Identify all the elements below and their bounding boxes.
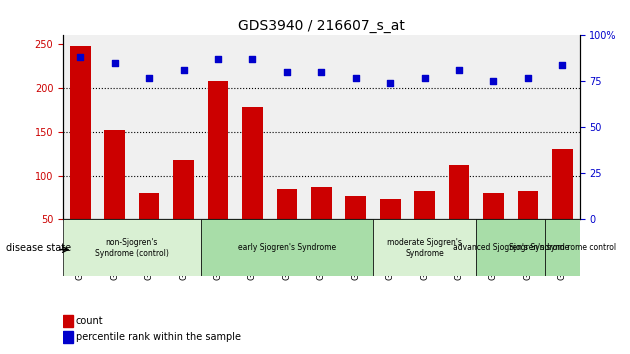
Text: percentile rank within the sample: percentile rank within the sample [76, 332, 241, 342]
Bar [105, 130, 125, 263]
Point [454, 68, 464, 73]
Point [351, 75, 361, 81]
Text: count: count [76, 316, 103, 326]
FancyBboxPatch shape [201, 219, 373, 276]
Bar [311, 187, 331, 263]
Point [144, 75, 154, 81]
Bar [63, 315, 73, 327]
Point [488, 79, 498, 84]
Bar [70, 46, 91, 263]
Bar [518, 190, 538, 263]
Point [558, 62, 568, 68]
Point [385, 80, 395, 86]
Text: moderate Sjogren's
Syndrome: moderate Sjogren's Syndrome [387, 238, 462, 257]
Bar [277, 189, 297, 263]
Point [420, 75, 430, 81]
Bar [345, 196, 366, 263]
Text: advanced Sjogren's Syndrome: advanced Sjogren's Syndrome [453, 243, 569, 252]
Point [282, 69, 292, 75]
Bar [242, 107, 263, 263]
FancyBboxPatch shape [476, 219, 545, 276]
Point [75, 55, 85, 60]
Text: early Sjogren's Syndrome: early Sjogren's Syndrome [238, 243, 336, 252]
Bar [552, 149, 573, 263]
FancyBboxPatch shape [373, 219, 476, 276]
Text: disease state: disease state [6, 243, 71, 253]
Bar [173, 160, 194, 263]
Point [248, 57, 258, 62]
Title: GDS3940 / 216607_s_at: GDS3940 / 216607_s_at [238, 19, 404, 33]
Bar [63, 331, 73, 343]
Bar [483, 193, 504, 263]
Point [213, 57, 223, 62]
Point [316, 69, 326, 75]
Bar [449, 165, 469, 263]
Text: Sjogren's synd rome control: Sjogren's synd rome control [509, 243, 616, 252]
Bar [208, 81, 228, 263]
Point [178, 68, 188, 73]
Bar [415, 190, 435, 263]
Bar [380, 199, 401, 263]
Point [110, 60, 120, 66]
Text: non-Sjogren's
Syndrome (control): non-Sjogren's Syndrome (control) [95, 238, 169, 257]
Bar [139, 193, 159, 263]
FancyBboxPatch shape [63, 219, 201, 276]
FancyBboxPatch shape [545, 219, 580, 276]
Point [523, 75, 533, 81]
